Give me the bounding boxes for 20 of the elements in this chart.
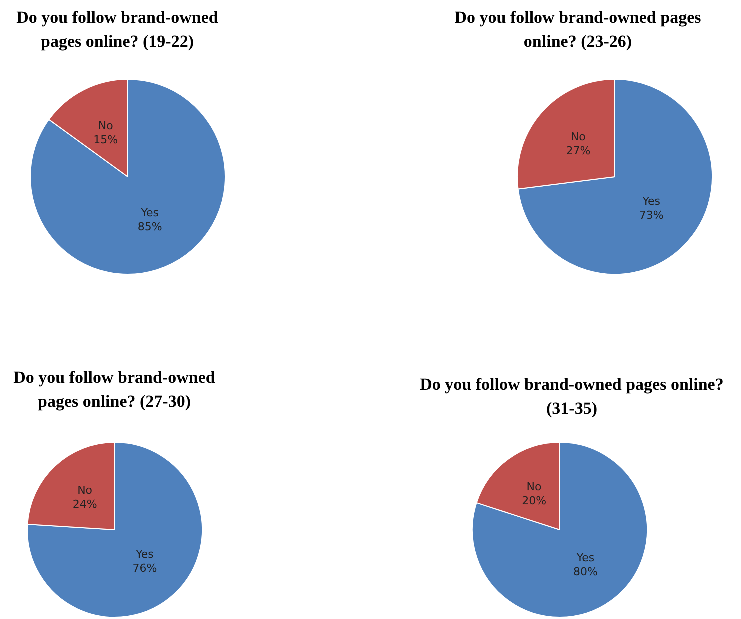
chart-title: Do you follow brand-owned pages online? (23-26): [454, 7, 702, 53]
data-label: 20%: [522, 494, 547, 508]
data-label: 27%: [566, 144, 591, 158]
slice-label: No: [526, 480, 542, 494]
data-label: 76%: [132, 562, 158, 575]
slice-label: Yes: [135, 548, 154, 561]
chart-title: Do you follow brand-owned pages online? (31-35): [419, 374, 725, 420]
slice-label: Yes: [576, 551, 595, 564]
slice-label: Yes: [140, 206, 160, 220]
slice-label: No: [98, 119, 114, 132]
data-label: 73%: [639, 209, 664, 222]
chart-title: Do you follow brand-owned pages online? (27-30): [12, 367, 216, 413]
slice-label: Yes: [642, 195, 661, 208]
slice-label: No: [78, 484, 93, 497]
slice-label: No: [570, 130, 586, 144]
chart-title: Do you follow brand-owned pages online? (19-22): [16, 7, 220, 53]
data-label: 85%: [138, 220, 162, 234]
data-label: 80%: [573, 565, 598, 578]
data-label: 24%: [72, 498, 98, 511]
data-label: 15%: [94, 133, 118, 146]
